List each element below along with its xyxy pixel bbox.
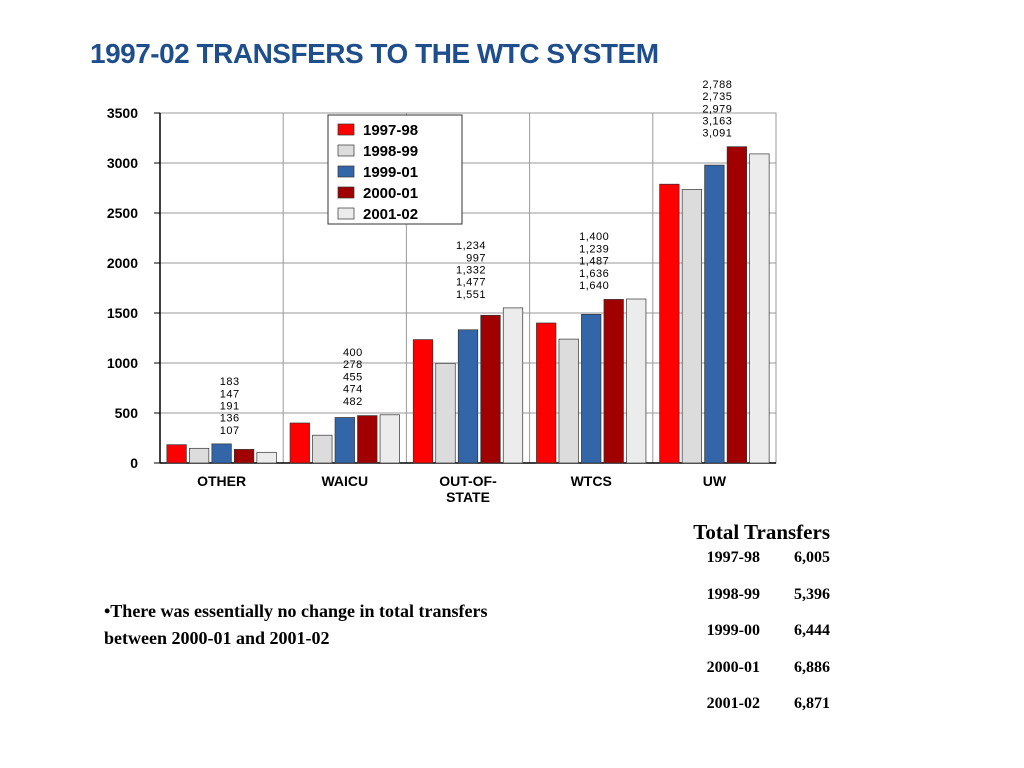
y-tick-label: 0 [130, 455, 138, 471]
bar [536, 322, 557, 464]
bar [603, 299, 624, 464]
y-tick-label: 1500 [107, 305, 138, 321]
legend-swatch [337, 165, 355, 178]
totals-value: 5,396 [794, 585, 830, 603]
data-label: 1,234 [456, 240, 486, 252]
bar [681, 189, 703, 464]
y-tick-label: 500 [115, 405, 139, 421]
legend-swatch [337, 144, 355, 157]
legend-label: 1998-99 [363, 143, 418, 160]
bar [626, 298, 647, 464]
bar [211, 443, 232, 464]
totals-value: 6,005 [794, 549, 830, 566]
data-label: 2,788 [702, 79, 732, 91]
totals-value: 6,444 [794, 622, 830, 639]
data-label: 191 [220, 401, 240, 413]
bar [234, 449, 255, 464]
bar [412, 339, 434, 464]
totals-row: 1999-00 6,444 [650, 622, 830, 659]
totals-row: 2000-01 6,886 [650, 659, 830, 696]
data-label: 3,091 [702, 128, 732, 140]
data-label: 147 [220, 388, 240, 400]
totals-row: 1998-99 5,396 [650, 586, 830, 623]
x-tick-label: STATE [446, 489, 490, 505]
bar [502, 307, 524, 464]
totals-row: 1997-98 6,005 [650, 549, 830, 586]
data-label: 2,979 [702, 103, 732, 115]
legend-label: 2001-02 [363, 206, 418, 223]
y-tick-label: 2500 [107, 205, 138, 221]
y-tick-label: 1000 [107, 355, 138, 371]
totals-row: 2001-02 6,871 [650, 695, 830, 732]
bar [659, 183, 680, 464]
bar [357, 415, 378, 464]
totals-year: 2001-02 [706, 695, 760, 712]
bar [480, 314, 501, 464]
bar [166, 444, 187, 464]
data-label: 1,477 [456, 277, 486, 289]
data-label: 482 [343, 396, 363, 408]
y-tick-label: 3000 [107, 155, 138, 171]
data-label: 1,239 [579, 243, 609, 255]
bar [704, 164, 725, 464]
bar [749, 153, 770, 464]
bar [726, 146, 748, 464]
totals-title: Total Transfers [693, 520, 830, 544]
bar [435, 362, 456, 464]
legend-label: 2000-01 [363, 185, 418, 202]
y-tick-label: 3500 [107, 105, 138, 121]
bullet-note: •There was essentially no change in tota… [104, 601, 488, 648]
legend-label: 1997-98 [363, 122, 418, 139]
bar [581, 313, 602, 464]
legend-swatch [337, 186, 355, 199]
totals-year: 1998-99 [706, 585, 760, 603]
bar [457, 329, 479, 464]
data-label: 997 [466, 252, 486, 264]
data-label: 3,163 [702, 116, 732, 128]
totals-value: 6,886 [794, 658, 830, 676]
legend-swatch [337, 207, 355, 220]
data-label: 2,735 [702, 91, 732, 103]
bar [189, 447, 210, 464]
totals-table: Total Transfers 1997-98 6,005 1998-99 5,… [650, 520, 830, 732]
totals-year: 1997-98 [706, 549, 760, 566]
data-label: 183 [220, 376, 240, 388]
data-label: 1,332 [456, 265, 486, 277]
y-tick-label: 2000 [107, 255, 138, 271]
legend-label: 1999-01 [363, 164, 418, 181]
data-label: 1,487 [579, 256, 609, 268]
x-tick-label: OTHER [197, 473, 246, 489]
x-tick-label: WAICU [321, 473, 368, 489]
bar [256, 451, 277, 464]
data-label: 474 [343, 384, 363, 396]
totals-value: 6,871 [794, 695, 830, 712]
bar [558, 338, 579, 464]
totals-year: 1999-00 [706, 622, 760, 639]
data-label: 136 [220, 413, 240, 425]
data-label: 1,551 [456, 289, 486, 301]
x-tick-label: OUT-OF- [439, 473, 497, 489]
totals-year: 2000-01 [706, 658, 760, 676]
legend-swatch [337, 123, 355, 136]
bar [379, 414, 400, 464]
data-label: 1,400 [579, 231, 609, 243]
data-label: 400 [343, 347, 363, 359]
data-label: 278 [343, 359, 363, 371]
slide-title: 1997-02 TRANSFERS TO THE WTC SYSTEM [90, 38, 659, 69]
bar [334, 417, 355, 464]
data-label: 455 [343, 371, 363, 383]
bar [312, 434, 333, 464]
bar [289, 422, 310, 464]
data-label: 1,636 [579, 268, 609, 280]
x-tick-label: UW [703, 473, 727, 489]
data-label: 107 [220, 425, 240, 437]
x-tick-label: WTCS [571, 473, 612, 489]
transfers-bar-chart: 0 500 1000 1500 2000 2500 3000 3500 183147191136… [107, 79, 777, 505]
data-label: 1,640 [579, 280, 609, 292]
